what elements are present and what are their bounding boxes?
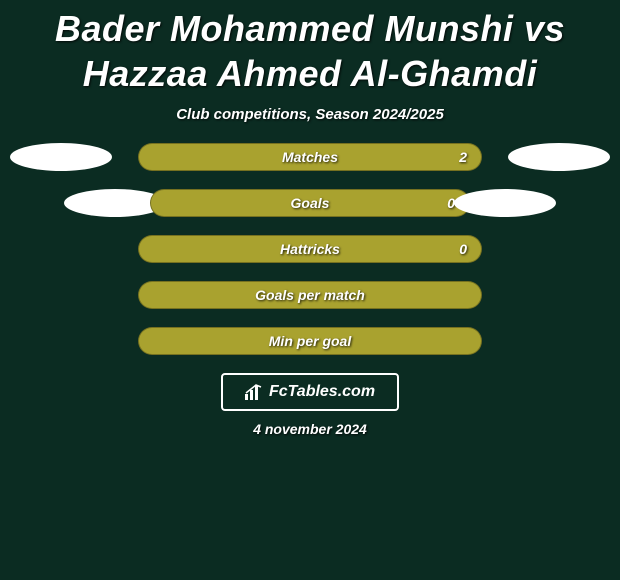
subtitle: Club competitions, Season 2024/2025 [176,106,444,123]
stat-row: Goals0 [0,189,620,217]
stat-row: Min per goal [0,327,620,355]
stat-label: Goals per match [255,287,365,303]
page-title: Bader Mohammed Munshi vs Hazzaa Ahmed Al… [0,0,620,96]
branding-box: FcTables.com [221,373,399,411]
stat-row: Goals per match [0,281,620,309]
stat-row: Matches 2 [0,143,620,171]
stat-bar: Goals per match [138,281,482,309]
stat-label: Matches [282,149,338,165]
left-pill [10,143,112,171]
stat-rows: Matches 2 Goals0 Hattricks 0 Goals per match M… [0,143,620,355]
right-pill [508,143,610,171]
chart-icon [245,384,263,400]
right-pill [454,189,556,217]
stat-value: 2 [459,149,467,165]
stat-label: Goals [291,195,330,211]
date-text: 4 november 2024 [253,421,367,437]
stat-row: Hattricks 0 [0,235,620,263]
content-area: Bader Mohammed Munshi vs Hazzaa Ahmed Al… [0,0,620,580]
stat-bar: Matches 2 [138,143,482,171]
stat-bar: Hattricks 0 [138,235,482,263]
stat-bar: Goals0 [150,189,470,217]
stat-label: Min per goal [269,333,351,349]
stat-bar: Min per goal [138,327,482,355]
stat-label: Hattricks [280,241,340,257]
stat-value: 0 [459,241,467,257]
branding-text: FcTables.com [269,383,375,401]
